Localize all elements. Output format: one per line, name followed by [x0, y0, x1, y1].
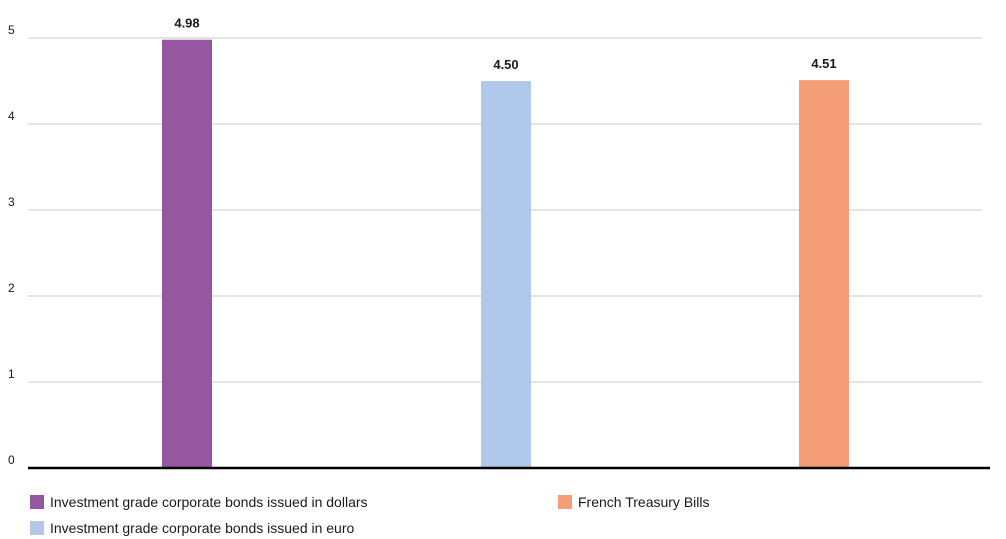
legend-item-french-treasury-bills: French Treasury Bills: [558, 494, 709, 510]
legend-label: Investment grade corporate bonds issued …: [50, 494, 368, 510]
bar: [162, 39, 212, 468]
bar-value-label: 4.50: [493, 57, 518, 72]
y-tick-label: 1: [8, 367, 15, 381]
legend-label: Investment grade corporate bonds issued …: [50, 520, 355, 536]
bar: [481, 81, 531, 468]
legend-swatch: [30, 495, 44, 509]
legend-label: French Treasury Bills: [578, 494, 710, 510]
legend-item-euro-bonds: Investment grade corporate bonds issued …: [30, 520, 354, 536]
legend-swatch: [30, 521, 44, 535]
legend-swatch: [558, 495, 572, 509]
bar-value-label: 4.51: [811, 56, 836, 71]
bar-value-label: 4.98: [174, 16, 199, 31]
bar: [799, 80, 849, 468]
y-tick-label: 3: [8, 195, 15, 209]
y-tick-label: 0: [8, 453, 15, 467]
y-tick-label: 5: [8, 23, 15, 37]
y-tick-label: 4: [8, 109, 15, 123]
y-tick-label: 2: [8, 281, 15, 295]
legend-item-dollar-bonds: Investment grade corporate bonds issued …: [30, 494, 368, 510]
